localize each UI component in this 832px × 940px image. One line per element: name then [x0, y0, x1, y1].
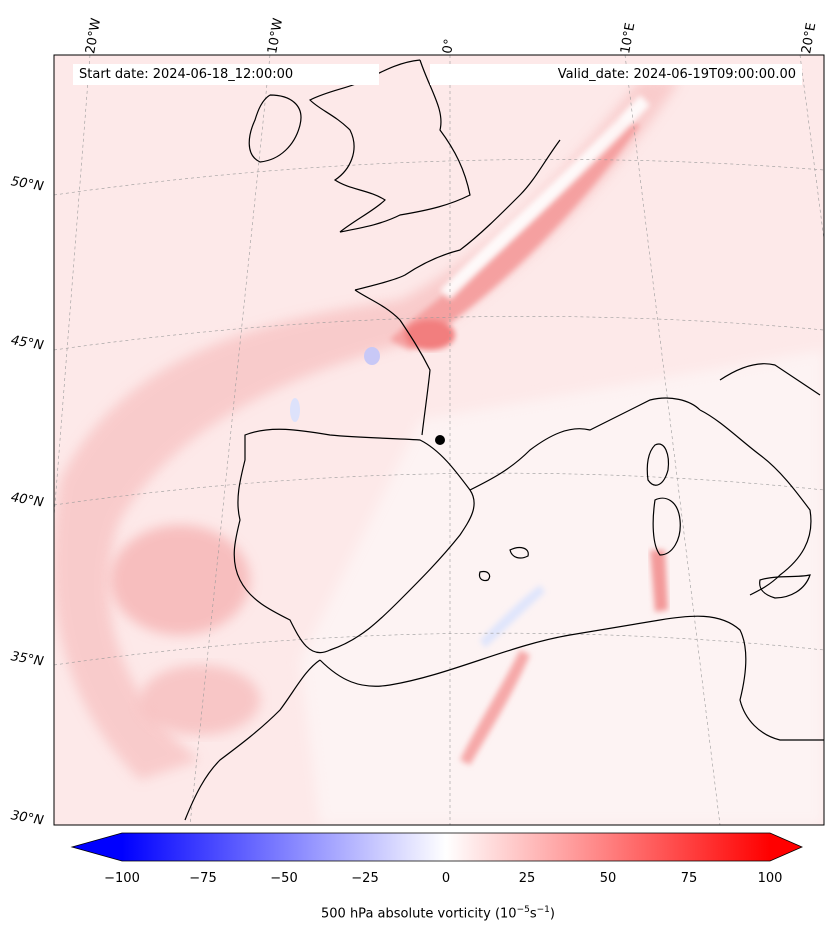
colorbar-tick: 100: [757, 871, 783, 886]
colorbar-tick: 50: [599, 871, 617, 886]
colorbar-tick: −100: [104, 871, 140, 886]
start-date-label: Start date: 2024-06-18_12:00:00: [73, 64, 379, 85]
colorbar-tick: −25: [351, 871, 379, 886]
vorticity-field: [54, 55, 824, 825]
colorbar-title-unit: s: [529, 906, 537, 922]
colorbar-tick: 25: [518, 871, 536, 886]
colorbar-tick: 75: [680, 871, 698, 886]
coastlines: [184, 59, 824, 821]
colorbar-tick: −75: [189, 871, 217, 886]
colorbar-tick: 0: [441, 871, 451, 886]
graticule: [54, 55, 824, 825]
valid-date-label: Valid_date: 2024-06-19T09:00:00.00: [430, 64, 802, 85]
colorbar: [70, 832, 803, 862]
colorbar-title-exp2: −1: [536, 905, 550, 915]
colorbar-title-main: 500 hPa absolute vorticity (10: [321, 906, 517, 922]
lon-label-0: 0°: [440, 37, 458, 55]
map-frame: [53, 54, 825, 826]
colorbar-title-exp1: −5: [516, 905, 530, 915]
colorbar-tick: −50: [270, 871, 298, 886]
colorbar-title: 500 hPa absolute vorticity (10−5s−1): [0, 905, 832, 921]
colorbar-title-end: ): [549, 906, 555, 922]
